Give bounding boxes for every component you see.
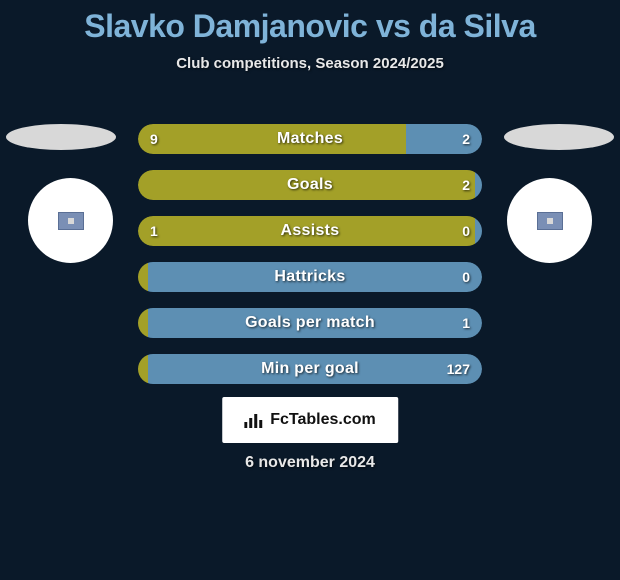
player-avatar-left (28, 178, 113, 263)
bar-row: Min per goal127 (138, 354, 482, 384)
bar-value-right: 0 (462, 262, 470, 292)
attribution-badge: FcTables.com (222, 397, 398, 443)
decor-ellipse-left (6, 124, 116, 150)
flag-icon (58, 212, 84, 230)
bar-label: Min per goal (138, 354, 482, 384)
bar-row: Assists1 0 (138, 216, 482, 246)
bar-row: Hattricks0 (138, 262, 482, 292)
bar-value-right: 2 (462, 170, 470, 200)
bar-row: Goals per match1 (138, 308, 482, 338)
chart-icon (244, 412, 264, 428)
comparison-bars: Matches92Goals2Assists10Hattricks0Goals … (138, 124, 482, 400)
bar-label: Goals per match (138, 308, 482, 338)
bar-label: Matches (138, 124, 482, 154)
bar-row: Matches9 2 (138, 124, 482, 154)
player-avatar-right (507, 178, 592, 263)
bar-value-right: 2 (462, 124, 470, 154)
bar-value-left: 9 (150, 124, 158, 154)
attribution-text: FcTables.com (270, 411, 376, 429)
flag-icon (537, 212, 563, 230)
bar-row: Goals2 (138, 170, 482, 200)
bar-value-right: 0 (462, 216, 470, 246)
page-subtitle: Club competitions, Season 2024/2025 (0, 55, 620, 72)
decor-ellipse-right (504, 124, 614, 150)
bar-label: Hattricks (138, 262, 482, 292)
bar-value-right: 1 (462, 308, 470, 338)
page-title: Slavko Damjanovic vs da Silva (0, 0, 620, 45)
bar-label: Assists (138, 216, 482, 246)
bar-value-left: 1 (150, 216, 158, 246)
date-label: 6 november 2024 (0, 454, 620, 472)
bar-value-right: 127 (447, 354, 470, 384)
bar-label: Goals (138, 170, 482, 200)
